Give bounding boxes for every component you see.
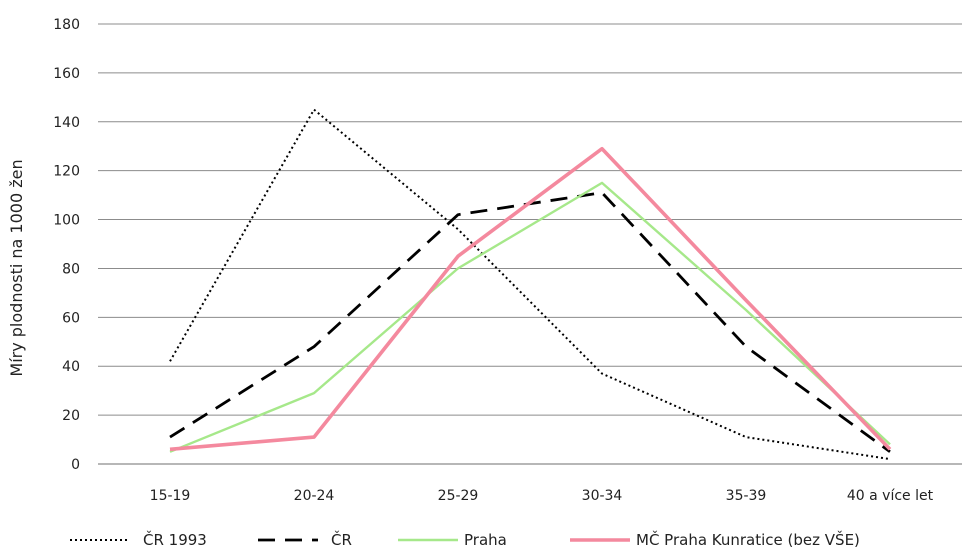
legend-item: Praha xyxy=(398,531,507,549)
series-line-2 xyxy=(169,181,891,453)
legend-item: MČ Praha Kunratice (bez VŠE) xyxy=(570,530,860,549)
x-tick-label: 35-39 xyxy=(726,488,767,504)
series-line-3 xyxy=(169,146,892,452)
legend-label: ČR xyxy=(331,530,352,549)
series-line-1 xyxy=(169,191,891,453)
y-tick-label: 80 xyxy=(62,261,80,277)
legend-item: ČR xyxy=(258,530,352,549)
horizontal-gridlines xyxy=(98,23,962,416)
y-tick-label: 180 xyxy=(53,17,80,33)
x-tick-label: 20-24 xyxy=(294,488,335,504)
legend-item: ČR 1993 xyxy=(70,530,207,549)
x-tick-label: 15-19 xyxy=(150,488,191,504)
y-tick-label: 0 xyxy=(71,457,80,473)
legend-label: Praha xyxy=(464,531,507,549)
series-lines xyxy=(169,108,892,461)
y-tick-label: 120 xyxy=(53,164,80,180)
series-line-0 xyxy=(169,108,891,461)
x-tick-label: 25-29 xyxy=(438,488,479,504)
y-axis-label: Míry plodnosti na 1000 žen xyxy=(7,159,26,376)
legend-label: ČR 1993 xyxy=(143,530,207,549)
y-tick-label: 60 xyxy=(62,310,80,326)
x-tick-label: 40 a více let xyxy=(847,488,934,504)
y-tick-label: 100 xyxy=(53,213,80,229)
legend: ČR 1993 ČR Praha MČ Praha Kunratice (bez VŠ… xyxy=(70,530,860,549)
y-axis-tick-labels: 0 20 40 60 80 100 120 140 160 180 xyxy=(53,17,80,473)
legend-label: MČ Praha Kunratice (bez VŠE) xyxy=(636,530,860,549)
y-tick-label: 40 xyxy=(62,359,80,375)
x-tick-label: 30-34 xyxy=(582,488,623,504)
y-tick-label: 160 xyxy=(53,66,80,82)
y-tick-label: 140 xyxy=(53,115,80,131)
x-axis-tick-labels: 15-19 20-24 25-29 30-34 35-39 40 a více let xyxy=(150,488,934,504)
y-tick-label: 20 xyxy=(62,408,80,424)
